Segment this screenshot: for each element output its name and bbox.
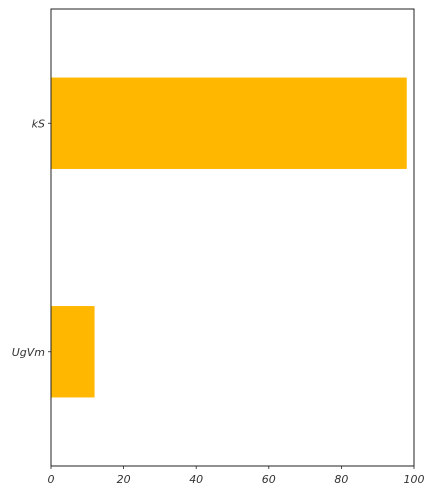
- plot-area: [51, 77, 407, 398]
- x-axis: 0 20 40 60 80 100: [48, 466, 425, 486]
- x-tick-label: 60: [262, 473, 276, 486]
- y-axis: kS UgVm: [12, 117, 51, 359]
- x-tick-label: 80: [334, 473, 348, 486]
- bar-kS: [51, 77, 407, 169]
- x-tick-label: 0: [48, 473, 55, 486]
- y-tick-label: UgVm: [12, 346, 45, 359]
- plot-frame: [50, 8, 415, 467]
- x-tick-label: 40: [189, 473, 203, 486]
- x-tick-label: 20: [117, 473, 131, 486]
- bar-UgVm: [51, 306, 95, 398]
- y-tick-label: kS: [32, 117, 45, 130]
- x-tick-label: 100: [404, 473, 425, 486]
